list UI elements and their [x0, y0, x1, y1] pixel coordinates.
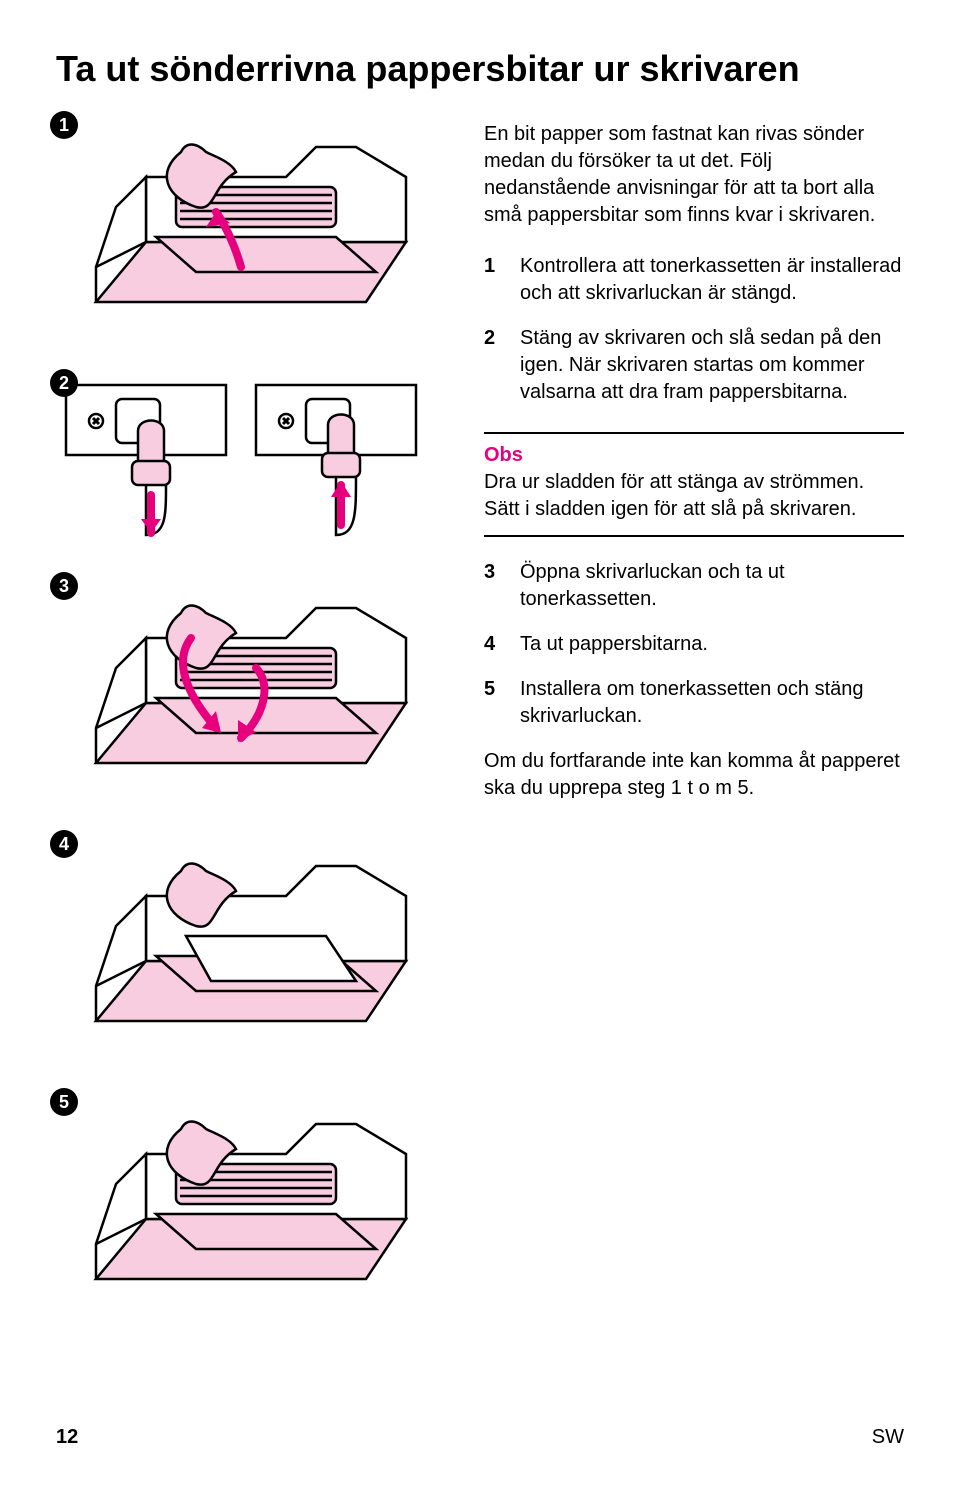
- printer-remove-paper-icon: [56, 836, 416, 1061]
- intro-text: En bit papper som fastnat kan rivas sönd…: [484, 121, 904, 229]
- figure-3: 3: [56, 578, 456, 808]
- page-footer: 12 SW: [56, 1426, 904, 1449]
- step-text-4: Ta ut pappersbitarna.: [520, 631, 708, 658]
- step-num-1: 1: [484, 253, 506, 307]
- step-4: 4 Ta ut pappersbitarna.: [484, 631, 904, 658]
- step-num-4: 4: [484, 631, 506, 658]
- step-num-5: 5: [484, 676, 506, 730]
- figure-4: 4: [56, 836, 456, 1066]
- step-text-2: Stäng av skrivaren och slå sedan på den …: [520, 325, 904, 406]
- step-2: 2 Stäng av skrivaren och slå sedan på de…: [484, 325, 904, 406]
- content-columns: 1: [56, 117, 904, 1324]
- note-body: Dra ur sladden för att stänga av strömme…: [484, 469, 904, 523]
- printer-open-insert-icon: [56, 117, 416, 342]
- step-5: 5 Installera om tonerkassetten och stäng…: [484, 676, 904, 730]
- page-number: 12: [56, 1426, 78, 1449]
- figure-2: 2: [56, 375, 456, 550]
- step-num-2: 2: [484, 325, 506, 406]
- page: Ta ut sönderrivna pappersbitar ur skriva…: [0, 0, 960, 1485]
- step-3: 3 Öppna skrivarluckan och ta ut tonerkas…: [484, 559, 904, 613]
- figures-column: 1: [56, 117, 456, 1324]
- page-title: Ta ut sönderrivna pappersbitar ur skriva…: [56, 48, 904, 89]
- step-text-5: Installera om tonerkassetten och stäng s…: [520, 676, 904, 730]
- step-num-3: 3: [484, 559, 506, 613]
- step-text-3: Öppna skrivarluckan och ta ut tonerkasse…: [520, 559, 904, 613]
- printer-reinstall-icon: [56, 1094, 416, 1319]
- step-text-1: Kontrollera att tonerkassetten är instal…: [520, 253, 904, 307]
- power-unplug-plug-icon: [56, 375, 426, 545]
- note-block: Obs Dra ur sladden för att stänga av str…: [484, 432, 904, 537]
- closing-text: Om du fortfarande inte kan komma åt papp…: [484, 748, 904, 802]
- text-column: En bit papper som fastnat kan rivas sönd…: [484, 117, 904, 1324]
- step-1: 1 Kontrollera att tonerkassetten är inst…: [484, 253, 904, 307]
- page-lang: SW: [872, 1426, 904, 1449]
- figure-5: 5: [56, 1094, 456, 1324]
- printer-remove-cartridge-icon: [56, 578, 416, 803]
- figure-1: 1: [56, 117, 456, 347]
- note-heading: Obs: [484, 444, 904, 467]
